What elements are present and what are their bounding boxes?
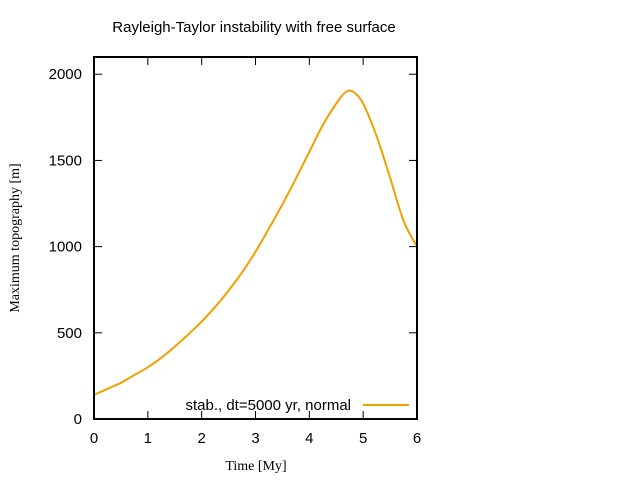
x-tick-label: 0 — [90, 430, 98, 447]
y-tick-label: 500 — [57, 325, 82, 342]
plot-frame — [93, 56, 418, 420]
x-tick-label: 2 — [197, 430, 205, 447]
y-tick-label: 1500 — [49, 152, 82, 169]
chart-title: Rayleigh-Taylor instability with free su… — [112, 19, 395, 36]
x-tick-label: 6 — [413, 430, 421, 447]
x-tick-label: 5 — [359, 430, 367, 447]
y-axis-label: Maximum topography [m] — [8, 163, 23, 312]
x-tick-label: 1 — [144, 430, 152, 447]
y-tick-label: 0 — [74, 411, 82, 428]
x-tick-label: 4 — [305, 430, 313, 447]
x-ticks: 0 1 2 3 4 5 6 — [90, 57, 421, 447]
legend: stab., dt=5000 yr, normal — [185, 397, 409, 414]
series-line — [93, 89, 418, 396]
y-ticks: 0 500 1000 1500 2000 — [49, 66, 417, 428]
legend-label: stab., dt=5000 yr, normal — [185, 397, 351, 414]
x-tick-label: 3 — [251, 430, 259, 447]
y-tick-label: 2000 — [49, 66, 82, 83]
y-tick-label: 1000 — [49, 239, 82, 256]
x-axis-label: Time [My] — [225, 459, 286, 474]
series-layer — [93, 89, 418, 396]
